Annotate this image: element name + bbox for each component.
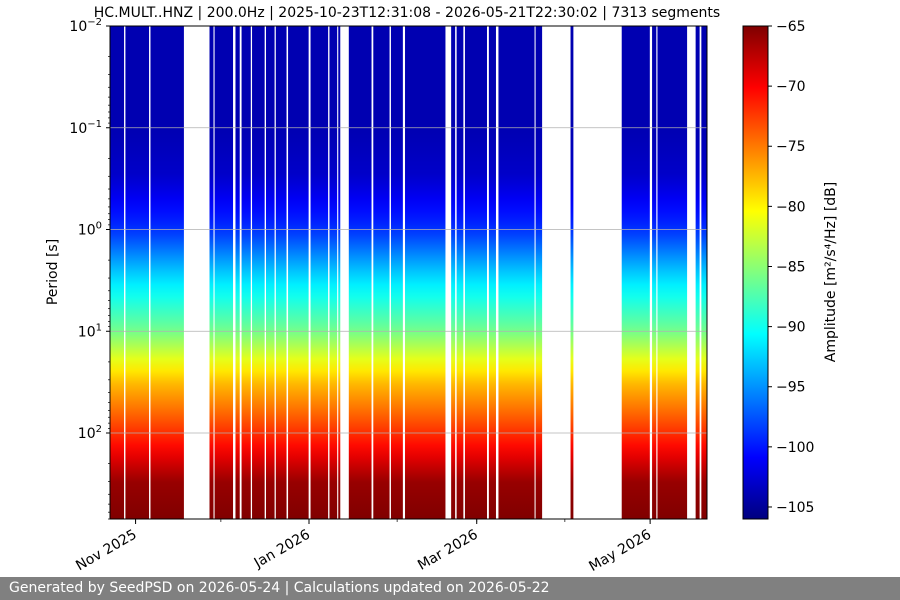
spectrogram-segment <box>348 26 446 519</box>
spectrogram-segment <box>621 26 688 519</box>
data-gap-stripe <box>371 26 374 519</box>
colorbar <box>742 25 769 520</box>
data-gap-stripe <box>213 26 215 519</box>
chart-title: HC.MULT..HNZ | 200.0Hz | 2025-10-23T12:3… <box>94 5 720 21</box>
data-gap-stripe <box>699 26 702 519</box>
data-gap-stripe <box>149 26 151 519</box>
plot-frame <box>109 25 708 520</box>
data-gap-stripe <box>389 26 391 519</box>
colorbar-tick-label: −100 <box>776 440 814 456</box>
colorbar-tick-label: −70 <box>776 79 806 95</box>
x-tick-label: Mar 2026 <box>415 527 481 574</box>
data-gap-stripe <box>286 26 289 519</box>
y-tick-label: 100 <box>78 221 102 239</box>
data-gap-stripe <box>328 26 330 519</box>
data-gap-stripe <box>274 26 276 519</box>
x-tick-label: Nov 2025 <box>73 527 139 575</box>
data-gap-stripe <box>402 26 406 519</box>
x-axis: Nov 2025 Jan 2026 Mar 2026 May 2026 <box>73 519 654 575</box>
x-tick-label: May 2026 <box>586 527 654 575</box>
colorbar-tick-label: −80 <box>776 199 806 215</box>
colorbar-tick-label: −95 <box>776 380 806 396</box>
y-tick-label: 101 <box>78 322 102 340</box>
footer-bar <box>0 577 900 600</box>
plot-area <box>109 25 708 520</box>
data-gap-stripe <box>656 26 658 519</box>
colorbar-tick-label: −75 <box>776 139 806 155</box>
data-gap-stripe <box>124 26 126 519</box>
data-gap-stripe <box>455 26 457 519</box>
spectrogram-segment <box>570 26 574 519</box>
y-axis-label: Period [s] <box>45 239 61 305</box>
data-gap-stripe <box>486 26 489 519</box>
data-gap-stripe <box>264 26 267 519</box>
colorbar-label: Amplitude [m²/s⁴/Hz] [dB] <box>823 182 839 362</box>
data-gap-stripe <box>233 26 236 519</box>
colorbar-tick-label: −90 <box>776 320 806 336</box>
y-tick-label: 10−1 <box>69 119 102 137</box>
colorbar-tick-label: −65 <box>776 19 806 35</box>
colorbar-tick-label: −105 <box>776 500 814 516</box>
spectrogram-segment <box>110 26 184 519</box>
y-tick-label: 102 <box>78 424 102 442</box>
data-gap-stripe <box>337 26 339 519</box>
x-tick-label: Jan 2026 <box>251 527 313 572</box>
footer-text: Generated by SeedPSD on 2026-05-24 | Cal… <box>9 580 550 596</box>
colorbar-axis: −65 −70 −75 −80 −85 −90 −95 −100 −105 <box>768 19 814 516</box>
data-gap-stripe <box>308 26 311 519</box>
y-axis: 10−2 10−1 100 101 102 <box>69 17 110 520</box>
colorbar-tick-label: −85 <box>776 259 806 275</box>
data-gap-stripe <box>250 26 253 519</box>
data-gap-stripe <box>495 26 499 519</box>
data-gap-stripe <box>649 26 653 519</box>
data-gap-stripe <box>534 26 536 519</box>
y-tick-label: 10−2 <box>69 17 102 35</box>
data-gap-stripe <box>463 26 465 519</box>
data-gap-stripe <box>239 26 242 519</box>
